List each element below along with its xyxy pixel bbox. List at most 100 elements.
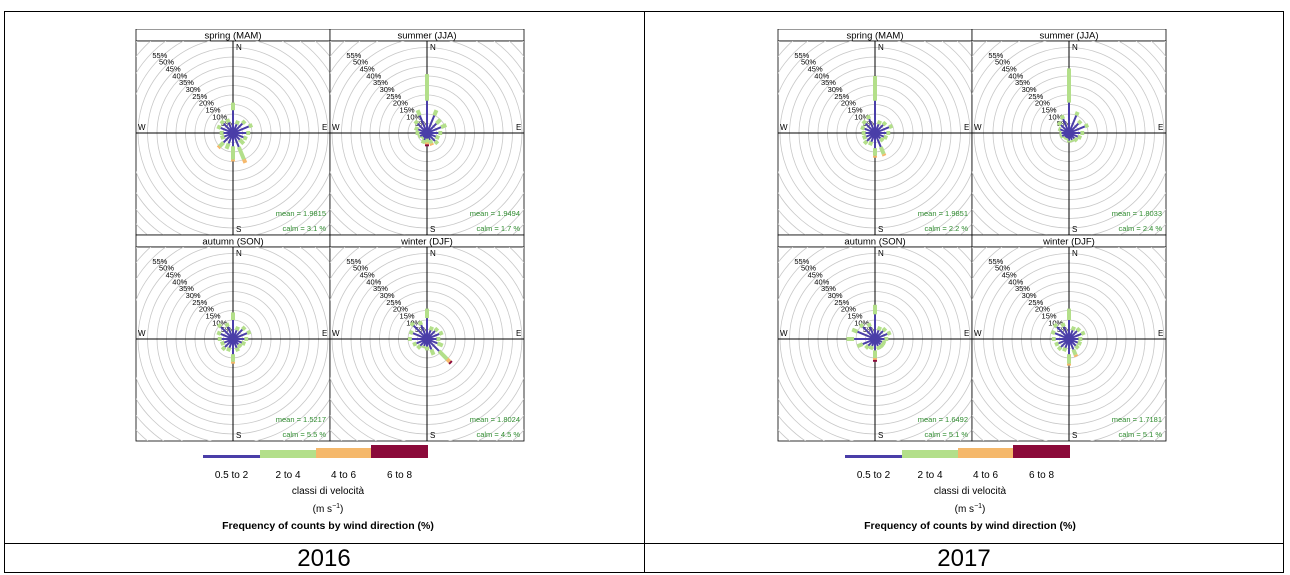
ring-label: 50% <box>995 264 1010 273</box>
panel-title: summer (JJA) <box>397 31 456 42</box>
compass-n-label: N <box>1072 249 1078 258</box>
petal-segment <box>242 135 248 141</box>
compass-e-label: E <box>1158 329 1163 338</box>
ring-label: 55% <box>152 51 167 60</box>
petal-segment <box>1059 134 1063 139</box>
petal-segment <box>445 357 452 364</box>
legend-swatch-3 <box>958 448 1013 458</box>
mean-label: mean = 1.6492 <box>918 415 968 424</box>
ring-label: 20% <box>841 99 856 108</box>
ring-label: 20% <box>199 99 214 108</box>
petal-segment <box>1068 125 1086 134</box>
petal-segment <box>428 325 434 331</box>
ring-label: 40% <box>814 277 829 286</box>
ring-label: 15% <box>400 105 415 114</box>
ring-label: 5% <box>221 325 232 334</box>
legend-label-4: 6 to 8 <box>387 470 412 481</box>
petal-segment <box>234 347 240 353</box>
petal-segment <box>433 139 440 146</box>
ring-label: 30% <box>828 85 843 94</box>
ring-label: 25% <box>834 298 849 307</box>
mean-label: mean = 1.9851 <box>918 209 968 218</box>
ring-label: 5% <box>415 119 426 128</box>
windrose-panel-2: autumn (SON)5%10%15%20%25%30%35%40%45%50… <box>135 234 331 442</box>
petal-segment <box>1084 123 1090 129</box>
ring-label: 40% <box>1008 71 1023 80</box>
petal-segment <box>856 342 864 349</box>
compass-w-label: W <box>780 329 788 338</box>
petal-segment <box>862 326 876 340</box>
compass-n-label: N <box>878 43 884 52</box>
ring-label: 50% <box>159 264 174 273</box>
ring-label: 35% <box>373 284 388 293</box>
table-divider-horizontal <box>4 543 1284 544</box>
petal-segment <box>881 340 887 346</box>
petal-segment <box>1080 330 1086 336</box>
figure-footer-title: Frequency of counts by wind direction (%… <box>222 520 434 532</box>
petal-segment <box>240 119 247 126</box>
legend-label-1: 0.5 to 2 <box>215 470 249 481</box>
mean-label: mean = 1.9815 <box>276 209 326 218</box>
petal-segment <box>413 119 420 126</box>
ring-label: 40% <box>172 277 187 286</box>
ring-label: 35% <box>373 78 388 87</box>
petal-segment <box>416 344 422 350</box>
legend-swatch-4 <box>1013 445 1070 458</box>
year-caption-2017: 2017 <box>937 545 991 572</box>
compass-e-label: E <box>964 329 969 338</box>
petal-segment <box>1060 322 1066 328</box>
calm-label: calm = 5.5 % <box>282 430 326 439</box>
panel-plot-content: 5%10%15%20%25%30%35%40%45%50%55% <box>778 247 972 441</box>
petal-segment <box>420 139 426 145</box>
petal-segment <box>1059 114 1066 120</box>
ring-label: 45% <box>360 270 375 279</box>
petal-segment <box>865 114 872 120</box>
petal-segment <box>238 138 246 146</box>
ring-label: 55% <box>346 257 361 266</box>
ring-label: 35% <box>821 78 836 87</box>
figure-footer-title: Frequency of counts by wind direction (%… <box>864 520 1076 532</box>
petal-segment <box>868 118 876 134</box>
panel-title: autumn (SON) <box>844 237 905 248</box>
petal-segment <box>1054 341 1060 347</box>
petal-segment <box>1062 135 1067 140</box>
petal-segment <box>876 119 882 125</box>
petal-segment <box>412 324 428 340</box>
ring-label: 15% <box>1042 105 1057 114</box>
petal-segment <box>409 321 415 327</box>
compass-s-label: S <box>430 431 435 440</box>
ring-label: 20% <box>1035 99 1050 108</box>
calm-label: calm = 2.4 % <box>1118 224 1162 233</box>
panel-title: winter (DJF) <box>1042 237 1095 248</box>
petal-segment <box>413 126 419 132</box>
petal-segment <box>415 109 422 117</box>
legend: 0.5 to 2 2 to 4 4 to 6 6 to 8 classi di velo… <box>203 445 434 532</box>
petal-segment <box>881 326 888 333</box>
ring-label: 45% <box>1002 64 1017 73</box>
ring-label: 5% <box>1057 119 1068 128</box>
compass-s-label: S <box>878 225 883 234</box>
petal-segment <box>1074 344 1080 350</box>
ring-label: 50% <box>995 58 1010 67</box>
legend-title: classi di velocità <box>934 486 1007 497</box>
year-caption-2016: 2016 <box>297 545 351 572</box>
petal-segment <box>878 146 886 155</box>
calm-label: calm = 5.1 % <box>1118 430 1162 439</box>
mean-label: mean = 1.8033 <box>1112 209 1162 218</box>
ring-label: 50% <box>801 58 816 67</box>
windrose-panel-3: winter (DJF)5%10%15%20%25%30%35%40%45%50… <box>971 234 1167 442</box>
ring-label: 10% <box>854 112 869 121</box>
petal-segment <box>883 134 889 140</box>
petal-segment <box>417 320 424 326</box>
petal-segment <box>433 326 440 333</box>
petal-segment <box>216 330 222 336</box>
ring-label: 25% <box>386 92 401 101</box>
compass-e-label: E <box>964 123 969 132</box>
calm-label: calm = 5.1 % <box>924 430 968 439</box>
petal-segment <box>1070 325 1076 331</box>
ring-label: 30% <box>1022 85 1037 94</box>
petal-segment <box>408 329 414 336</box>
petal-segment <box>216 322 223 329</box>
petal-segment <box>868 326 876 340</box>
petal-segment <box>236 342 243 349</box>
